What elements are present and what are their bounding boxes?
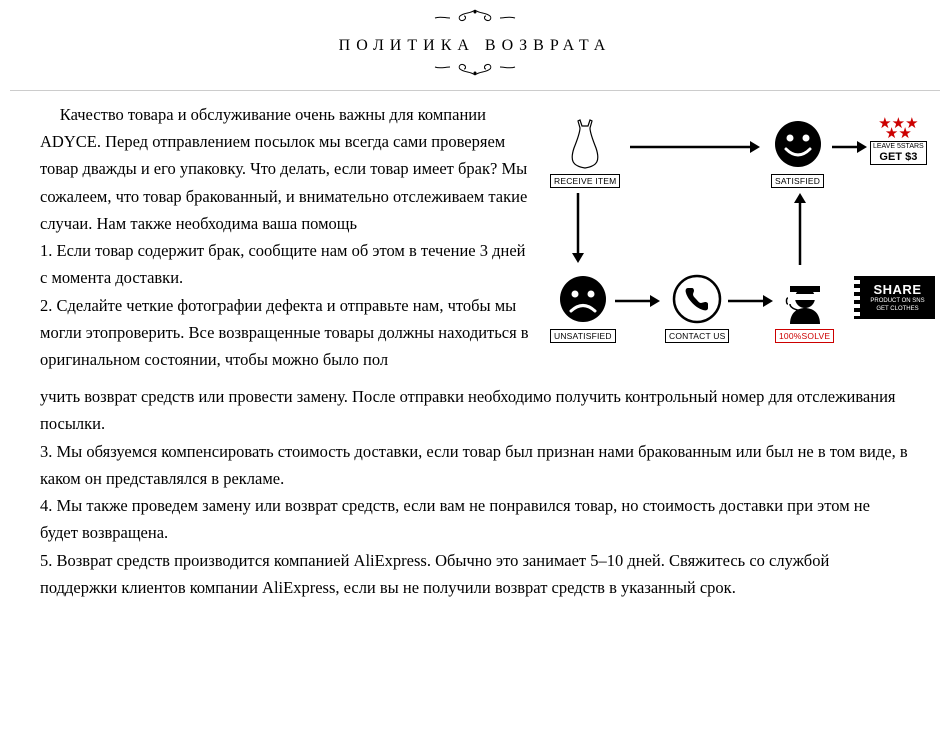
header-divider [10,90,940,91]
arrow-right-1 [630,139,760,160]
point-5: 5. Возврат средств производится компание… [40,547,910,601]
contact-label: CONTACT US [665,329,729,343]
point-2: 2. Сделайте четкие фотографии дефекта и … [40,292,530,374]
arrow-down-1 [570,193,586,268]
point-1: 1. Если товар содержит брак, сообщите на… [40,237,530,291]
dress-icon [558,116,613,171]
arrow-up-1 [792,193,808,270]
policy-text-full: учить возврат средств или провести замен… [40,383,910,601]
point-3: 3. Мы обязуемся компенсировать стоимость… [40,438,910,492]
satisfied-label: SATISFIED [771,174,824,188]
stars-icon: ★★★ ★★ [870,119,927,139]
node-receive-item: RECEIVE ITEM [550,116,620,189]
page-title: ПОЛИТИКА ВОЗВРАТА [0,37,950,55]
process-diagram: RECEIVE ITEM SATISFIED ★★★ ★★ [540,111,950,411]
receive-label: RECEIVE ITEM [550,174,620,188]
unsatisfied-label: UNSATISFIED [550,329,616,343]
share-sub1: PRODUCT ON SNS [864,298,931,305]
content-area: Качество товара и обслуживание очень важ… [0,101,950,601]
solve-label: 100%SOLVE [775,329,834,343]
node-unsatisfied: UNSATISFIED [550,271,616,344]
share-title: SHARE [864,282,931,297]
agent-icon [777,271,832,326]
smile-icon [770,116,825,171]
reward-get: GET $3 [879,151,917,163]
arrow-right-2 [832,139,867,160]
node-share: SHARE PRODUCT ON SNS GET CLOTHES [860,276,935,319]
header: ПОЛИТИКА ВОЗВРАТА [0,0,950,86]
intro-text: Качество товара и обслуживание очень важ… [40,101,530,237]
phone-icon [670,271,725,326]
node-satisfied: SATISFIED [770,116,825,189]
ornament-bottom-icon [430,59,520,82]
sad-icon [555,271,610,326]
share-box: SHARE PRODUCT ON SNS GET CLOTHES [860,276,935,319]
node-contact-us: CONTACT US [665,271,729,344]
node-reward: ★★★ ★★ LEAVE 5STARS GET $3 [870,119,927,165]
share-sub2: GET CLOTHES [864,306,931,313]
node-solve: 100%SOLVE [775,271,834,344]
point-4: 4. Мы также проведем замену или возврат … [40,492,910,546]
policy-text-top: Качество товара и обслуживание очень важ… [40,101,530,373]
reward-leave: LEAVE 5STARS [873,143,924,150]
reward-label: LEAVE 5STARS GET $3 [870,141,927,165]
arrow-right-3 [615,293,660,314]
arrow-right-4 [728,293,773,314]
ornament-top-icon [430,8,520,33]
